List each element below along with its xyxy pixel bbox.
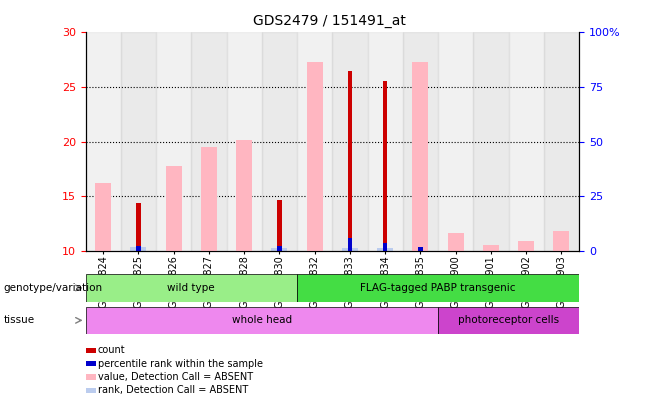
Bar [86, 307, 438, 334]
Bar [307, 62, 322, 251]
Bar [236, 248, 252, 251]
Bar [95, 183, 111, 251]
Bar [201, 248, 217, 251]
Text: whole head: whole head [232, 315, 292, 325]
Text: GDS2479 / 151491_at: GDS2479 / 151491_at [253, 14, 405, 28]
Bar [121, 32, 156, 251]
Bar [236, 140, 252, 251]
Bar [377, 248, 393, 251]
Bar [413, 62, 428, 251]
Bar [342, 248, 358, 251]
Bar [262, 32, 297, 251]
Bar [413, 248, 428, 251]
Bar [191, 32, 226, 251]
Bar [201, 147, 217, 251]
Bar [130, 247, 146, 251]
Text: tissue: tissue [3, 315, 34, 325]
Bar [418, 247, 422, 251]
Bar [438, 32, 473, 251]
Bar [307, 248, 322, 251]
Bar [483, 245, 499, 251]
Bar [277, 245, 282, 251]
Bar [86, 274, 297, 302]
Bar [86, 32, 121, 251]
Bar [332, 32, 368, 251]
Text: count: count [97, 345, 125, 355]
Bar [348, 70, 352, 251]
Bar [95, 248, 111, 251]
Bar [544, 32, 579, 251]
Text: rank, Detection Call = ABSENT: rank, Detection Call = ABSENT [97, 386, 248, 395]
Bar [553, 231, 569, 251]
Text: wild type: wild type [168, 283, 215, 293]
Bar [473, 32, 509, 251]
Bar [297, 32, 332, 251]
Bar [447, 232, 464, 251]
Bar [226, 32, 262, 251]
Bar [383, 81, 388, 251]
Text: value, Detection Call = ABSENT: value, Detection Call = ABSENT [97, 372, 253, 382]
Bar [519, 248, 534, 251]
Bar [403, 32, 438, 251]
Bar [447, 248, 464, 251]
Bar [166, 248, 182, 251]
Bar [383, 243, 388, 251]
Bar [348, 238, 352, 251]
Text: genotype/variation: genotype/variation [3, 283, 103, 293]
Bar [438, 307, 579, 334]
Bar [297, 274, 579, 302]
Bar [509, 32, 544, 251]
Bar [136, 203, 141, 251]
Text: percentile rank within the sample: percentile rank within the sample [97, 359, 263, 369]
Bar [272, 248, 288, 251]
Bar [553, 248, 569, 251]
Bar [368, 32, 403, 251]
Text: FLAG-tagged PABP transgenic: FLAG-tagged PABP transgenic [361, 283, 516, 293]
Bar [166, 166, 182, 251]
Bar [519, 241, 534, 251]
Bar [136, 245, 141, 251]
Bar [483, 248, 499, 251]
Text: photoreceptor cells: photoreceptor cells [458, 315, 559, 325]
Bar [156, 32, 191, 251]
Bar [277, 200, 282, 251]
